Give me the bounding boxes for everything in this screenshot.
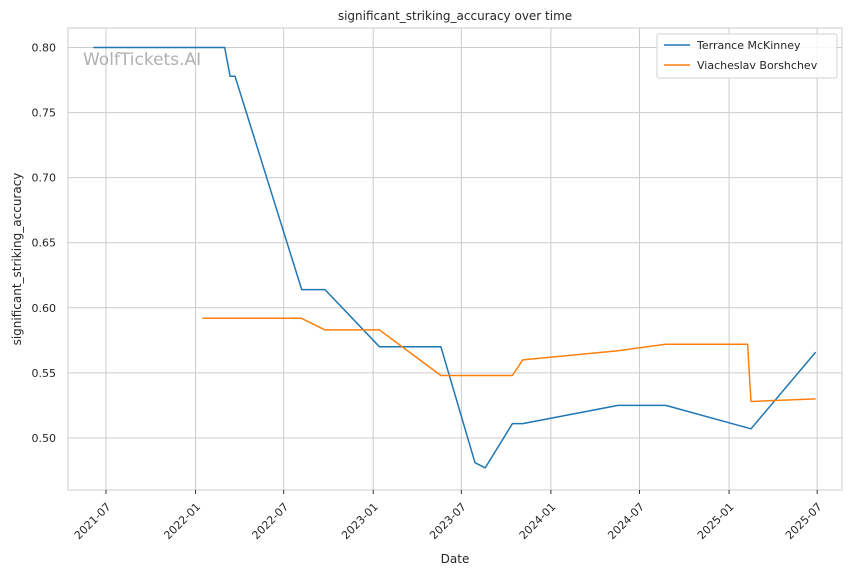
y-tick-label: 0.70 (32, 172, 57, 185)
series-line-viacheslav-borshchev (202, 317, 816, 403)
series-line-terrance-mckinney (93, 46, 817, 469)
x-tick-label: 2021-07 (72, 500, 114, 542)
x-tick-label: 2022-07 (250, 500, 292, 542)
legend-label-terrance-mckinney: Terrance McKinney (696, 39, 801, 52)
series-lines (93, 46, 817, 469)
y-tick-label: 0.50 (32, 432, 57, 445)
y-axis-title: significant_striking_accuracy (10, 173, 24, 346)
legend-label-viacheslav-borshchev: Viacheslav Borshchev (697, 59, 818, 72)
y-tick-label: 0.60 (32, 302, 57, 315)
plot-frame (67, 27, 843, 491)
x-tick-label: 2024-01 (517, 500, 559, 542)
x-tick-label: 2023-07 (427, 500, 469, 542)
x-tick-label: 2023-01 (339, 500, 381, 542)
chart-title: significant_striking_accuracy over time (338, 9, 572, 23)
grid-lines (68, 28, 842, 490)
watermark: WolfTickets.AI (83, 50, 201, 70)
legend-box (656, 33, 838, 79)
y-tick-labels: 0.50 0.55 0.60 0.65 0.70 0.75 0.80 (32, 42, 57, 445)
x-tick-labels: 2021-07 2022-01 2022-07 2023-01 2023-07 2024-… (72, 490, 825, 542)
x-tick-label: 2024-07 (605, 500, 647, 542)
y-tick-label: 0.80 (32, 42, 57, 55)
x-tick-label: 2025-01 (695, 500, 737, 542)
x-tick-label: 2025-07 (783, 500, 825, 542)
y-tick-label: 0.65 (32, 237, 57, 250)
x-tick-label: 2022-01 (161, 500, 203, 542)
plot-area (68, 28, 842, 490)
y-tick-label: 0.75 (32, 107, 57, 120)
x-axis-title: Date (441, 552, 470, 566)
legend: Terrance McKinney Viacheslav Borshchev (656, 33, 838, 79)
y-tick-label: 0.55 (32, 367, 57, 380)
